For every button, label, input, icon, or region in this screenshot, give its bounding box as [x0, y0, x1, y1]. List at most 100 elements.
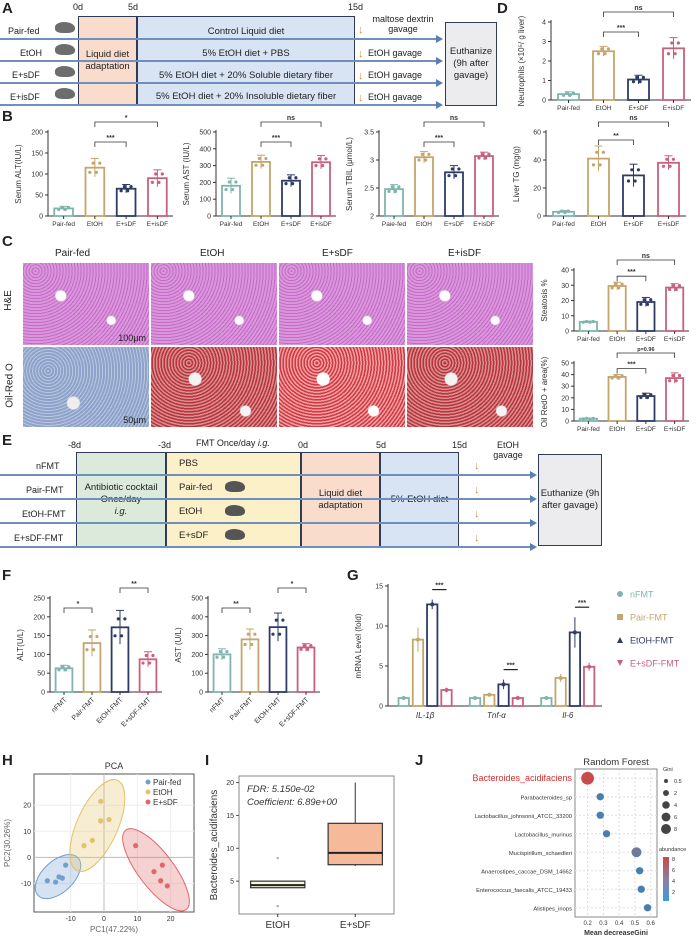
- significance-label: ns: [287, 115, 295, 122]
- panel-label-g: G: [347, 567, 359, 584]
- x-tick-label: 0.5: [631, 921, 640, 927]
- significance-bracket: [598, 121, 669, 127]
- y-tick-label: 20: [226, 780, 234, 787]
- data-point: [473, 696, 478, 700]
- y-tick-label: 0: [379, 704, 383, 711]
- data-point: [587, 664, 592, 669]
- data-point: [636, 168, 640, 172]
- data-point: [661, 164, 666, 168]
- data-point: [447, 174, 451, 178]
- x-tick-label: Pair-FMT: [71, 696, 97, 722]
- antibiotic-label: Antibiotic cocktail Once/day: [84, 482, 158, 506]
- gavage-arrow-icon: ↓: [474, 532, 480, 544]
- data-point: [148, 661, 152, 665]
- data-point: [291, 182, 295, 186]
- y-tick-label: 1: [542, 78, 546, 85]
- significance-label: **: [131, 581, 137, 588]
- data-point: [676, 41, 680, 45]
- data-point: [641, 75, 645, 79]
- data-point: [595, 150, 599, 154]
- panel-label-i: I: [205, 752, 210, 769]
- y-tick-label: 200: [191, 652, 203, 659]
- group-label: E+sDF-FMT: [14, 533, 64, 543]
- data-point: [151, 869, 157, 875]
- bar: [554, 677, 567, 707]
- data-point: [53, 879, 59, 885]
- significance-label: *: [77, 601, 80, 608]
- x-tick-label: EtOH-FMT: [96, 696, 125, 725]
- data-point: [606, 47, 610, 51]
- y-tick-label: 10: [226, 846, 234, 853]
- row-label: Anaerostipes_caccae_DSM_14662: [481, 869, 572, 875]
- y-tick-label: 10: [23, 829, 31, 836]
- data-point: [225, 649, 229, 654]
- data-point: [401, 696, 406, 700]
- significance-bracket: [598, 139, 634, 145]
- x-tick-label: E+isDF: [664, 336, 686, 343]
- data-point: [617, 376, 621, 380]
- data-point: [63, 207, 67, 212]
- x-tick-label: 0.2: [583, 921, 592, 927]
- x-tick-label: 10: [133, 916, 141, 923]
- y-tick-label: 10: [561, 313, 569, 320]
- significance-label: ***: [627, 269, 635, 276]
- chart-h-pca: PCA -10 0 10 20 -10 0 10 20 PC1(47.22%) PC2(30.26%…: [3, 761, 195, 934]
- legend-label: 6: [674, 815, 677, 821]
- significance-bracket: [423, 121, 485, 127]
- data-point: [427, 152, 431, 156]
- data-point: [585, 319, 589, 324]
- diet-label: 5% EtOH diet + 20% Soluble dietary fiber: [159, 70, 333, 81]
- data-point: [598, 163, 602, 167]
- data-point: [665, 157, 669, 161]
- data-point: [620, 374, 624, 378]
- x-tick-label: EtOH: [609, 336, 625, 343]
- column-label: E+isDF: [448, 248, 482, 259]
- significance-label: ***: [106, 135, 114, 142]
- data-point: [572, 630, 577, 635]
- data-point: [287, 176, 291, 180]
- y-tick-label: 30: [561, 384, 569, 391]
- y-axis-label: AST (U/L): [174, 627, 183, 663]
- bar: [636, 395, 656, 422]
- data-point: [571, 91, 575, 95]
- legend-size-marker: [664, 779, 668, 783]
- data-point: [302, 643, 306, 648]
- group-label: E+sDF: [12, 70, 40, 80]
- row-label: Lactobacillus_johnsonii_ATCC_33200: [474, 814, 572, 820]
- data-point: [284, 182, 288, 186]
- data-point: [639, 302, 643, 306]
- y-tick-label: 10: [375, 624, 383, 631]
- x-tick-label: 0: [102, 916, 106, 923]
- data-point: [158, 878, 164, 884]
- legend-label: 6: [672, 868, 675, 874]
- data-point: [566, 209, 570, 213]
- y-tick-label: 400: [191, 614, 203, 621]
- data-point: [588, 417, 592, 421]
- x-tick-label: 0.3: [599, 921, 608, 927]
- x-tick-label: nFMT: [209, 696, 227, 714]
- x-axis-label: PC1(47.22%): [90, 925, 138, 934]
- panel-label-a: A: [2, 0, 13, 17]
- data-point: [57, 668, 61, 672]
- legend-title: abundance: [659, 847, 686, 853]
- legend-marker: [145, 789, 151, 795]
- x-tick-label: E+sDF: [628, 105, 648, 112]
- y-tick-label: 20: [561, 298, 569, 305]
- x-tick-label: Pair-fed: [557, 105, 580, 112]
- data-point: [309, 643, 313, 648]
- y-tick-label: 0: [207, 214, 211, 221]
- data-point: [671, 284, 675, 288]
- row-label: H&E: [2, 290, 14, 311]
- data-point: [639, 395, 643, 400]
- day-label: -8d: [68, 440, 82, 450]
- data-point: [674, 379, 678, 383]
- data-point: [224, 187, 228, 192]
- y-tick-label: 300: [191, 633, 203, 640]
- data-point: [591, 416, 595, 420]
- x-tick-label: Tnf-α: [487, 711, 506, 720]
- antibiotic-box: Antibiotic cocktail Once/day i.g.: [76, 452, 166, 548]
- data-point: [60, 205, 64, 209]
- significance-label: p=0.96: [637, 347, 654, 353]
- data-point: [642, 393, 646, 397]
- data-point: [544, 696, 549, 700]
